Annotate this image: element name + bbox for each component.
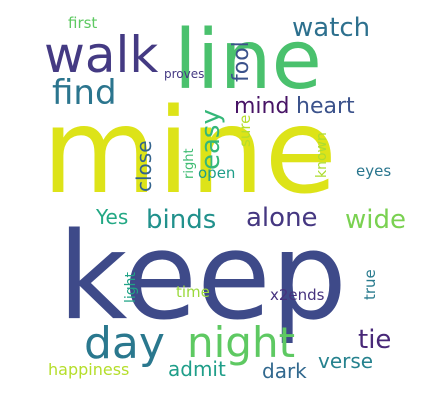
word-keep: keep	[58, 208, 347, 347]
word-line: line	[174, 13, 322, 108]
word-night: night	[187, 318, 295, 367]
word-right: right	[182, 148, 197, 179]
word-fool: fool	[229, 41, 254, 82]
word-tie: tie	[358, 325, 391, 355]
word-known: known	[314, 132, 330, 178]
word-sure: sure	[236, 115, 254, 147]
word-verse: verse	[318, 349, 373, 373]
word-proves: proves	[164, 67, 204, 81]
word-alone: alone	[246, 203, 318, 233]
word-time: time	[176, 283, 210, 301]
word-x2ends: x2ends	[270, 286, 325, 304]
word-day: day	[84, 318, 165, 369]
word-wide: wide	[345, 205, 406, 235]
word-admit: admit	[168, 357, 226, 381]
word-heart: heart	[296, 94, 355, 119]
word-happiness: happiness	[48, 360, 129, 379]
word-easy: easy	[196, 109, 226, 170]
word-binds: binds	[146, 205, 216, 235]
word-walk: walk	[44, 26, 158, 84]
word-open: open	[198, 164, 235, 182]
word-eyes: eyes	[356, 162, 391, 180]
word-mine: mine	[42, 82, 337, 220]
word-first: first	[68, 14, 97, 32]
word-dark: dark	[262, 359, 307, 383]
word-watch: watch	[292, 13, 370, 43]
word-find: find	[52, 73, 117, 113]
word-close: close	[132, 140, 156, 192]
word-Yes: Yes	[95, 205, 128, 229]
word-true: true	[361, 269, 379, 300]
word-mind: mind	[234, 94, 289, 119]
word-light: light	[123, 271, 139, 303]
